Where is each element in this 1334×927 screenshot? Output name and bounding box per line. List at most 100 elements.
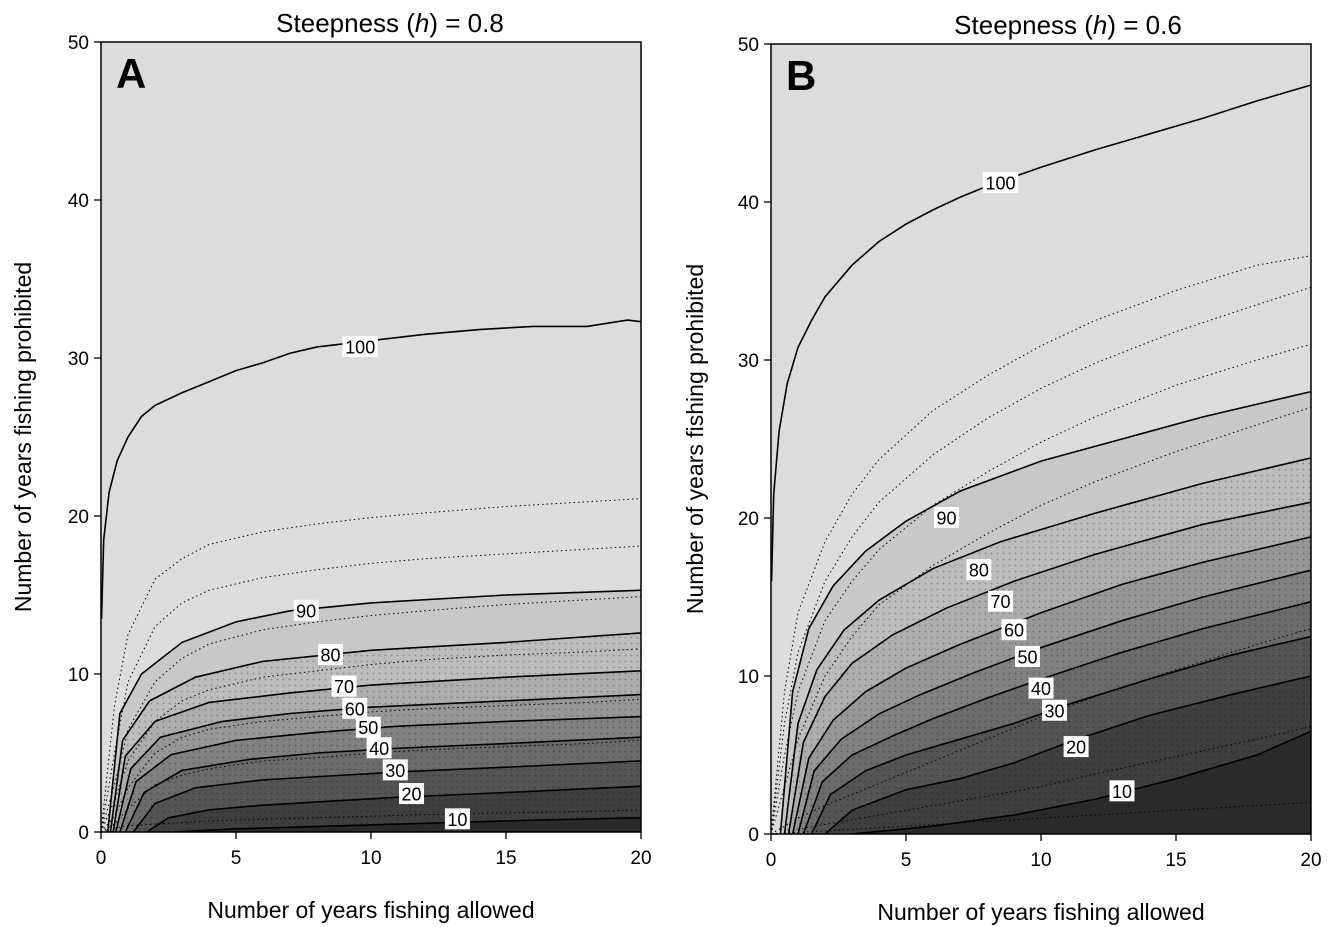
contour-line-20 <box>146 785 641 832</box>
contour-label-bg-50 <box>1015 646 1040 668</box>
y-tick-label: 30 <box>68 349 89 370</box>
contour-label-40: 40 <box>369 739 389 759</box>
contour-label-70: 70 <box>334 677 354 697</box>
panel-b-title: Steepness (h) = 0.6 <box>954 10 1182 40</box>
x-tick-label: 20 <box>1300 850 1321 871</box>
panel-a-letter: A <box>116 50 146 97</box>
contour-label-bg-30 <box>382 759 408 781</box>
contour-label-30: 30 <box>1044 701 1064 721</box>
contour-line-40 <box>124 736 641 832</box>
panel-b-y-axis-title: Number of years fishing prohibited <box>682 264 708 614</box>
contour-label-100: 100 <box>985 174 1015 194</box>
contour-label-40: 40 <box>1031 679 1051 699</box>
contour-line-30 <box>810 635 1311 834</box>
y-tick-label: 20 <box>68 507 89 528</box>
contour-label-bg-20 <box>1063 736 1089 758</box>
contour-line-10 <box>851 730 1311 834</box>
contour-label-20: 20 <box>1066 738 1086 758</box>
contour-line-90 <box>106 589 641 832</box>
x-tick-label: 15 <box>1165 850 1186 871</box>
contour-label-60: 60 <box>345 699 365 719</box>
contour-label-10: 10 <box>447 810 467 830</box>
panel-a: Steepness (h) = 0.8 10203040506070809010… <box>10 8 652 923</box>
x-tick-label: 5 <box>901 850 912 871</box>
panel-b: Steepness (h) = 0.6 10203040506070809010… <box>682 10 1322 925</box>
contour-label-bg-60 <box>342 697 368 719</box>
minor-contour-line <box>771 628 1311 834</box>
x-tick-label: 15 <box>495 848 516 869</box>
x-tick-label: 0 <box>96 848 107 869</box>
contour-label-100: 100 <box>345 337 375 357</box>
y-tick-label: 40 <box>738 193 759 214</box>
contour-line-80 <box>109 632 641 832</box>
band-below-10 <box>771 731 1311 834</box>
contour-line-60 <box>791 536 1311 834</box>
panel-b-x-axis-title: Number of years fishing allowed <box>877 899 1204 925</box>
panel-a-title: Steepness (h) = 0.8 <box>276 8 504 38</box>
contour-label-bg-80 <box>966 559 992 581</box>
contour-line-30 <box>132 760 641 832</box>
y-tick-label: 50 <box>68 33 89 54</box>
minor-contour-line <box>101 648 641 832</box>
y-tick-label: 10 <box>68 665 89 686</box>
contour-label-20: 20 <box>401 785 421 805</box>
panel-b-letter: B <box>786 52 816 99</box>
x-tick-label: 5 <box>231 848 242 869</box>
minor-contour-line <box>771 726 1311 834</box>
contour-label-60: 60 <box>1004 621 1024 641</box>
panel-a-y-ticks: 0 10 20 30 40 50 <box>68 33 101 844</box>
y-tick-label: 0 <box>748 825 759 846</box>
contour-line-50 <box>797 569 1311 834</box>
contour-label-80: 80 <box>969 561 989 581</box>
contour-label-bg-40 <box>366 737 392 759</box>
contour-label-90: 90 <box>296 601 316 621</box>
minor-contour-line <box>771 286 1311 834</box>
contour-line-20 <box>824 675 1311 834</box>
contour-label-bg-90 <box>934 507 959 528</box>
panel-b-x-ticks: 0 5 10 15 20 <box>766 834 1322 871</box>
x-tick-label: 0 <box>766 850 777 871</box>
y-tick-label: 10 <box>738 667 759 688</box>
contour-label-bg-70 <box>988 590 1013 612</box>
contour-label-80: 80 <box>320 646 340 666</box>
contour-label-bg-60 <box>1001 619 1027 641</box>
contour-line-10 <box>173 816 641 832</box>
contour-line-40 <box>802 600 1311 834</box>
contour-label-bg-100 <box>982 172 1019 194</box>
contour-label-10: 10 <box>1112 782 1132 802</box>
contour-line-90 <box>779 390 1311 834</box>
contour-label-bg-70 <box>331 675 357 697</box>
contour-label-bg-10 <box>1109 780 1135 802</box>
contour-label-bg-90 <box>293 599 319 621</box>
contour-label-bg-30 <box>1042 699 1067 721</box>
x-tick-label: 10 <box>360 848 381 869</box>
contour-label-90: 90 <box>936 509 956 529</box>
contour-label-bg-100 <box>342 335 378 357</box>
panel-b-y-ticks: 0 10 20 30 40 50 <box>738 35 771 846</box>
contour-label-bg-50 <box>355 716 381 738</box>
contour-line-80 <box>783 457 1311 834</box>
contour-label-70: 70 <box>990 592 1010 612</box>
panel-a-x-ticks: 0 5 10 15 20 <box>96 832 652 869</box>
contour-line-60 <box>115 693 641 832</box>
contour-line-70 <box>112 670 641 832</box>
contour-line-100 <box>771 84 1311 582</box>
x-tick-label: 10 <box>1030 850 1051 871</box>
y-tick-label: 50 <box>738 35 759 56</box>
minor-contour-line <box>101 596 641 832</box>
contour-line-50 <box>119 715 641 832</box>
y-tick-label: 40 <box>68 191 89 212</box>
minor-contour-line <box>101 498 641 832</box>
minor-contour-line <box>771 343 1311 834</box>
contour-label-bg-40 <box>1028 677 1054 699</box>
panel-a-y-axis-title: Number of years fishing prohibited <box>10 262 36 612</box>
x-tick-label: 20 <box>630 848 651 869</box>
contour-line-70 <box>787 501 1311 834</box>
contour-label-bg-10 <box>444 808 470 830</box>
contour-label-bg-80 <box>318 644 343 666</box>
panel-a-x-axis-title: Number of years fishing allowed <box>207 897 534 923</box>
contour-label-50: 50 <box>1017 648 1037 668</box>
